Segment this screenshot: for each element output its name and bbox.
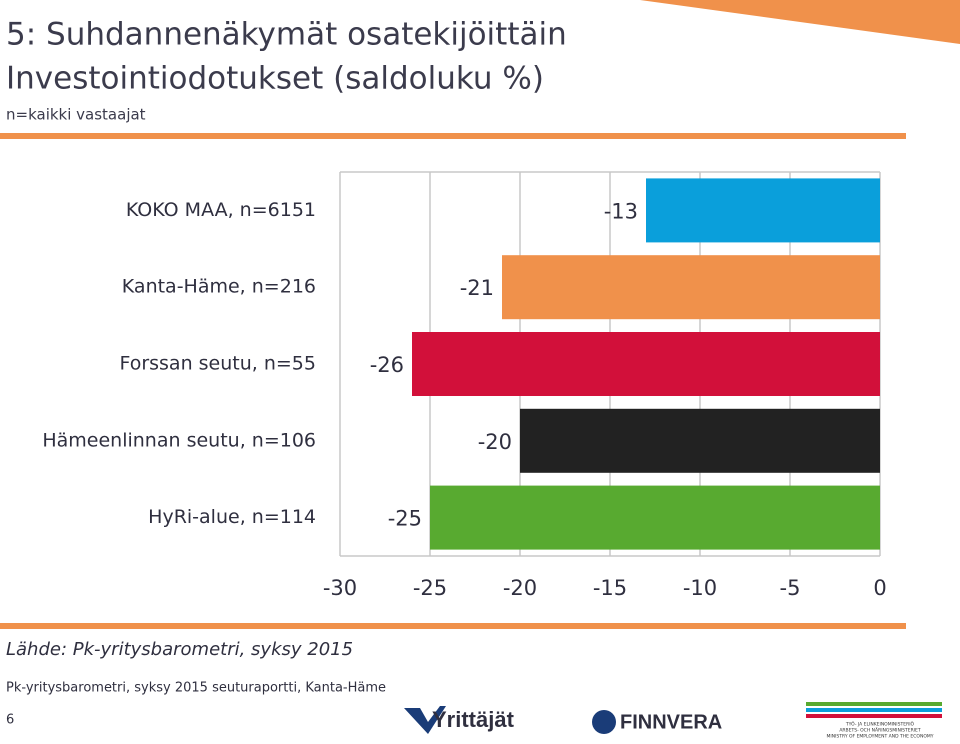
data-label: -20 — [478, 430, 512, 454]
data-label: -13 — [604, 199, 638, 223]
corner-stripe — [640, 0, 960, 44]
data-label: -26 — [370, 353, 404, 377]
bar — [646, 178, 880, 243]
subtitle: n=kaikki vastaajat — [6, 106, 146, 124]
x-tick-label: 0 — [873, 576, 886, 600]
footer: Pk-yritysbarometri, syksy 2015 seuturapo… — [6, 681, 386, 696]
x-tick-label: -15 — [593, 576, 627, 600]
logo-text: FINNVERA — [620, 711, 722, 733]
rule — [0, 623, 906, 629]
logo-band — [806, 714, 942, 718]
title: 5: Suhdannenäkymät osatekijöittäin — [6, 17, 567, 53]
logo-finnvera: FINNVERA — [592, 710, 722, 734]
x-tick-label: -30 — [323, 576, 357, 600]
bar — [430, 485, 880, 550]
data-label: -21 — [460, 276, 494, 300]
y-tick-label: Hämeenlinnan seutu, n=106 — [42, 429, 316, 451]
bar — [502, 255, 880, 320]
page-number: 6 — [6, 713, 14, 728]
bar — [520, 408, 880, 473]
title: Investointiodotukset (saldoluku %) — [6, 61, 544, 97]
y-tick-label: Forssan seutu, n=55 — [119, 353, 316, 375]
chart: -30 -25 -20 -15 -10 -5 0 KOKO MAA, n=6151 -13 Kan… — [42, 171, 887, 600]
rule — [0, 133, 906, 139]
logo-band — [806, 702, 942, 706]
logo-text: MINISTRY OF EMPLOYMENT AND THE ECONOMY — [826, 734, 933, 740]
logo-ministry: TYÖ- JA ELINKEINOMINISTERIÖ ARBETS- OCH … — [806, 702, 942, 740]
logo-mark — [592, 710, 616, 734]
source: Lähde: Pk-yritysbarometri, syksy 2015 — [6, 639, 353, 660]
x-tick-label: -25 — [413, 576, 447, 600]
x-tick-label: -20 — [503, 576, 537, 600]
logo-text: ARBETS- OCH NÄRINGSMINISTERIET — [839, 727, 921, 734]
logo-mark — [404, 706, 446, 734]
bar — [412, 332, 880, 396]
x-tick-label: -5 — [780, 576, 801, 600]
x-tick-label: -10 — [683, 576, 717, 600]
logo-yrittajat: Yrittäjät — [404, 706, 515, 734]
y-tick-label: KOKO MAA, n=6151 — [126, 199, 316, 221]
logo-band — [806, 708, 942, 712]
data-label: -25 — [388, 507, 422, 531]
y-tick-label: HyRi-alue, n=114 — [148, 506, 316, 528]
y-tick-label: Kanta-Häme, n=216 — [122, 276, 316, 298]
logo-text: Yrittäjät — [432, 707, 515, 732]
logo-text: TYÖ- JA ELINKEINOMINISTERIÖ — [845, 721, 915, 728]
